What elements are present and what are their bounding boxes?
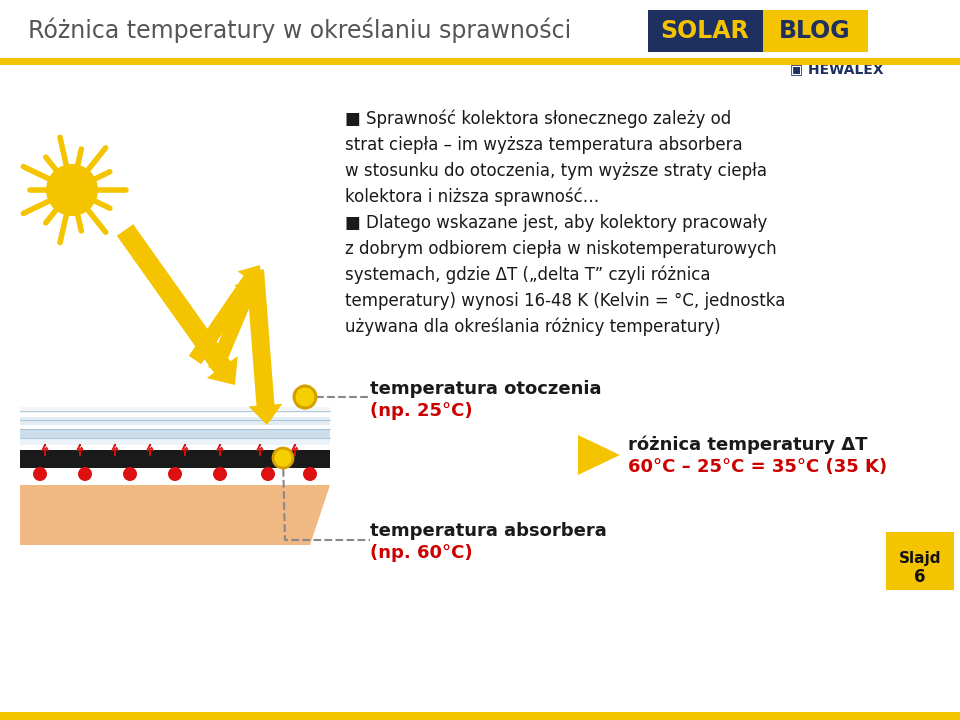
Bar (886, 532, 954, 590)
Text: różnica temperatury ΔT: różnica temperatury ΔT (628, 435, 868, 454)
Text: Różnica temperatury w określaniu sprawności: Różnica temperatury w określaniu sprawno… (28, 17, 571, 42)
Bar (648, 10, 763, 52)
Circle shape (213, 467, 227, 481)
Text: z dobrym odbiorem ciepła w niskotemperaturowych: z dobrym odbiorem ciepła w niskotemperat… (345, 240, 777, 258)
Circle shape (261, 467, 275, 481)
Text: systemach, gdzie ΔT („delta T” czyli różnica: systemach, gdzie ΔT („delta T” czyli róż… (345, 266, 710, 284)
Bar (20, 438, 330, 445)
Bar (20, 429, 330, 438)
Text: kolektora i niższa sprawność…: kolektora i niższa sprawność… (345, 188, 599, 207)
Circle shape (33, 467, 47, 481)
Text: używana dla określania różnicy temperatury): używana dla określania różnicy temperatu… (345, 318, 721, 336)
Text: temperatury) wynosi 16-48 K (Kelvin = °C, jednostka: temperatury) wynosi 16-48 K (Kelvin = °C… (345, 292, 785, 310)
Text: 60°C – 25°C = 35°C (35 K): 60°C – 25°C = 35°C (35 K) (628, 458, 887, 476)
Text: ■ Sprawność kolektora słonecznego zależy od: ■ Sprawność kolektora słonecznego zależy… (345, 110, 732, 128)
Text: SOLAR: SOLAR (660, 19, 750, 43)
Text: ■ Dlatego wskazane jest, aby kolektory pracowały: ■ Dlatego wskazane jest, aby kolektory p… (345, 214, 767, 232)
Text: BLOG: BLOG (780, 19, 851, 43)
Text: strat ciepła – im wyższa temperatura absorbera: strat ciepła – im wyższa temperatura abs… (345, 136, 743, 154)
Text: (np. 25°C): (np. 25°C) (370, 402, 472, 420)
Polygon shape (20, 485, 330, 545)
Text: (np. 60°C): (np. 60°C) (370, 544, 472, 562)
Circle shape (46, 164, 98, 216)
Bar (763, 10, 868, 52)
Bar (0, 58, 960, 65)
FancyArrow shape (578, 435, 620, 475)
Bar (20, 407, 330, 413)
FancyArrow shape (117, 224, 238, 385)
Circle shape (303, 467, 317, 481)
FancyArrow shape (189, 265, 262, 364)
Text: temperatura absorbera: temperatura absorbera (370, 522, 607, 540)
Text: ▣ HEWALEX: ▣ HEWALEX (790, 62, 883, 76)
Circle shape (294, 386, 316, 408)
Text: Slajd: Slajd (899, 551, 941, 565)
Circle shape (78, 467, 92, 481)
Bar (20, 417, 330, 425)
Bar (20, 450, 330, 468)
Text: w stosunku do otoczenia, tym wyższe straty ciepła: w stosunku do otoczenia, tym wyższe stra… (345, 162, 767, 180)
Circle shape (168, 467, 182, 481)
Bar (0, 712, 960, 720)
Text: 6: 6 (914, 568, 925, 586)
Circle shape (273, 448, 293, 468)
Circle shape (123, 467, 137, 481)
FancyArrow shape (246, 269, 282, 425)
Text: temperatura otoczenia: temperatura otoczenia (370, 380, 602, 398)
FancyArrow shape (208, 275, 262, 373)
